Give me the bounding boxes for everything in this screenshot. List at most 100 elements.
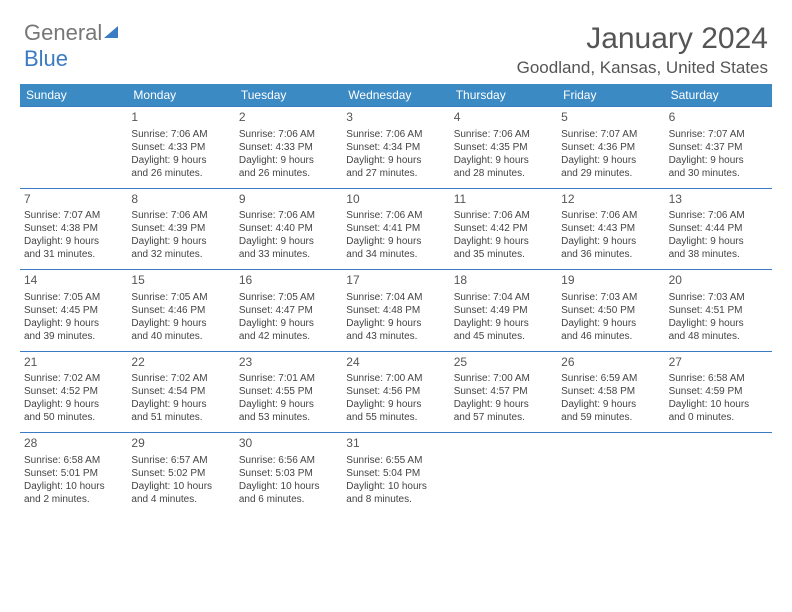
day-name-sunday: Sunday <box>20 84 127 106</box>
sunset-line: Sunset: 4:54 PM <box>131 385 230 398</box>
sunset-line: Sunset: 4:35 PM <box>454 141 553 154</box>
logo-text-1: General <box>24 20 102 45</box>
daylight-line-1: Daylight: 9 hours <box>346 398 445 411</box>
calendar-cell: 5Sunrise: 7:07 AMSunset: 4:36 PMDaylight… <box>557 107 664 188</box>
daylight-line-1: Daylight: 9 hours <box>239 154 338 167</box>
daylight-line-2: and 34 minutes. <box>346 248 445 261</box>
daylight-line-2: and 42 minutes. <box>239 330 338 343</box>
sunrise-line: Sunrise: 7:07 AM <box>24 209 123 222</box>
calendar-cell: 29Sunrise: 6:57 AMSunset: 5:02 PMDayligh… <box>127 433 234 514</box>
calendar-cell: 30Sunrise: 6:56 AMSunset: 5:03 PMDayligh… <box>235 433 342 514</box>
sunset-line: Sunset: 5:04 PM <box>346 467 445 480</box>
daylight-line-1: Daylight: 9 hours <box>561 235 660 248</box>
calendar-week: 28Sunrise: 6:58 AMSunset: 5:01 PMDayligh… <box>20 432 772 514</box>
calendar: SundayMondayTuesdayWednesdayThursdayFrid… <box>20 84 772 514</box>
sunset-line: Sunset: 4:41 PM <box>346 222 445 235</box>
daylight-line-1: Daylight: 9 hours <box>239 398 338 411</box>
day-number: 18 <box>454 273 553 289</box>
sunrise-line: Sunrise: 6:58 AM <box>669 372 768 385</box>
daylight-line-2: and 45 minutes. <box>454 330 553 343</box>
daylight-line-1: Daylight: 9 hours <box>454 317 553 330</box>
day-number: 4 <box>454 110 553 126</box>
daylight-line-1: Daylight: 9 hours <box>346 154 445 167</box>
day-number: 22 <box>131 355 230 371</box>
sunrise-line: Sunrise: 7:07 AM <box>561 128 660 141</box>
daylight-line-2: and 8 minutes. <box>346 493 445 506</box>
sunrise-line: Sunrise: 7:02 AM <box>131 372 230 385</box>
daylight-line-2: and 51 minutes. <box>131 411 230 424</box>
daylight-line-1: Daylight: 9 hours <box>24 317 123 330</box>
daylight-line-1: Daylight: 9 hours <box>669 317 768 330</box>
daylight-line-1: Daylight: 9 hours <box>24 235 123 248</box>
calendar-cell: 4Sunrise: 7:06 AMSunset: 4:35 PMDaylight… <box>450 107 557 188</box>
calendar-cell: 21Sunrise: 7:02 AMSunset: 4:52 PMDayligh… <box>20 352 127 433</box>
day-number: 17 <box>346 273 445 289</box>
day-number: 12 <box>561 192 660 208</box>
day-number: 14 <box>24 273 123 289</box>
daylight-line-2: and 35 minutes. <box>454 248 553 261</box>
daylight-line-1: Daylight: 9 hours <box>239 235 338 248</box>
daylight-line-1: Daylight: 10 hours <box>346 480 445 493</box>
calendar-cell: 17Sunrise: 7:04 AMSunset: 4:48 PMDayligh… <box>342 270 449 351</box>
sunrise-line: Sunrise: 6:55 AM <box>346 454 445 467</box>
sunrise-line: Sunrise: 7:06 AM <box>669 209 768 222</box>
calendar-cell: 27Sunrise: 6:58 AMSunset: 4:59 PMDayligh… <box>665 352 772 433</box>
sunset-line: Sunset: 4:37 PM <box>669 141 768 154</box>
daylight-line-1: Daylight: 9 hours <box>561 154 660 167</box>
daylight-line-2: and 0 minutes. <box>669 411 768 424</box>
day-number: 5 <box>561 110 660 126</box>
day-number: 9 <box>239 192 338 208</box>
day-number: 16 <box>239 273 338 289</box>
calendar-week: 14Sunrise: 7:05 AMSunset: 4:45 PMDayligh… <box>20 269 772 351</box>
daylight-line-2: and 6 minutes. <box>239 493 338 506</box>
daylight-line-1: Daylight: 9 hours <box>24 398 123 411</box>
sunset-line: Sunset: 4:48 PM <box>346 304 445 317</box>
sunrise-line: Sunrise: 7:00 AM <box>346 372 445 385</box>
day-number: 20 <box>669 273 768 289</box>
daylight-line-1: Daylight: 9 hours <box>346 235 445 248</box>
sunset-line: Sunset: 4:38 PM <box>24 222 123 235</box>
day-number: 30 <box>239 436 338 452</box>
day-number: 29 <box>131 436 230 452</box>
day-number: 25 <box>454 355 553 371</box>
daylight-line-2: and 32 minutes. <box>131 248 230 261</box>
calendar-cell: 23Sunrise: 7:01 AMSunset: 4:55 PMDayligh… <box>235 352 342 433</box>
day-number: 19 <box>561 273 660 289</box>
daylight-line-2: and 28 minutes. <box>454 167 553 180</box>
daylight-line-2: and 38 minutes. <box>669 248 768 261</box>
daylight-line-2: and 36 minutes. <box>561 248 660 261</box>
day-number: 31 <box>346 436 445 452</box>
calendar-cell <box>450 433 557 514</box>
daylight-line-1: Daylight: 9 hours <box>561 398 660 411</box>
day-number: 3 <box>346 110 445 126</box>
sunrise-line: Sunrise: 7:02 AM <box>24 372 123 385</box>
day-number: 11 <box>454 192 553 208</box>
calendar-cell: 19Sunrise: 7:03 AMSunset: 4:50 PMDayligh… <box>557 270 664 351</box>
sunset-line: Sunset: 4:49 PM <box>454 304 553 317</box>
daylight-line-2: and 48 minutes. <box>669 330 768 343</box>
day-number: 6 <box>669 110 768 126</box>
calendar-cell: 20Sunrise: 7:03 AMSunset: 4:51 PMDayligh… <box>665 270 772 351</box>
daylight-line-2: and 59 minutes. <box>561 411 660 424</box>
daylight-line-2: and 57 minutes. <box>454 411 553 424</box>
calendar-week: 1Sunrise: 7:06 AMSunset: 4:33 PMDaylight… <box>20 106 772 188</box>
sunrise-line: Sunrise: 7:06 AM <box>561 209 660 222</box>
calendar-cell <box>557 433 664 514</box>
day-number: 10 <box>346 192 445 208</box>
calendar-cell: 6Sunrise: 7:07 AMSunset: 4:37 PMDaylight… <box>665 107 772 188</box>
sunset-line: Sunset: 4:45 PM <box>24 304 123 317</box>
day-name-monday: Monday <box>127 84 234 106</box>
sunset-line: Sunset: 4:44 PM <box>669 222 768 235</box>
calendar-cell: 3Sunrise: 7:06 AMSunset: 4:34 PMDaylight… <box>342 107 449 188</box>
logo: General Blue <box>24 20 118 72</box>
sunset-line: Sunset: 4:50 PM <box>561 304 660 317</box>
daylight-line-1: Daylight: 10 hours <box>669 398 768 411</box>
sunset-line: Sunset: 4:59 PM <box>669 385 768 398</box>
daylight-line-2: and 39 minutes. <box>24 330 123 343</box>
day-number: 26 <box>561 355 660 371</box>
daylight-line-1: Daylight: 9 hours <box>561 317 660 330</box>
sunrise-line: Sunrise: 7:04 AM <box>346 291 445 304</box>
daylight-line-2: and 30 minutes. <box>669 167 768 180</box>
calendar-cell: 31 Sunrise: 6:55 AMSunset: 5:04 PMDayligh… <box>342 433 449 514</box>
daylight-line-1: Daylight: 9 hours <box>131 235 230 248</box>
